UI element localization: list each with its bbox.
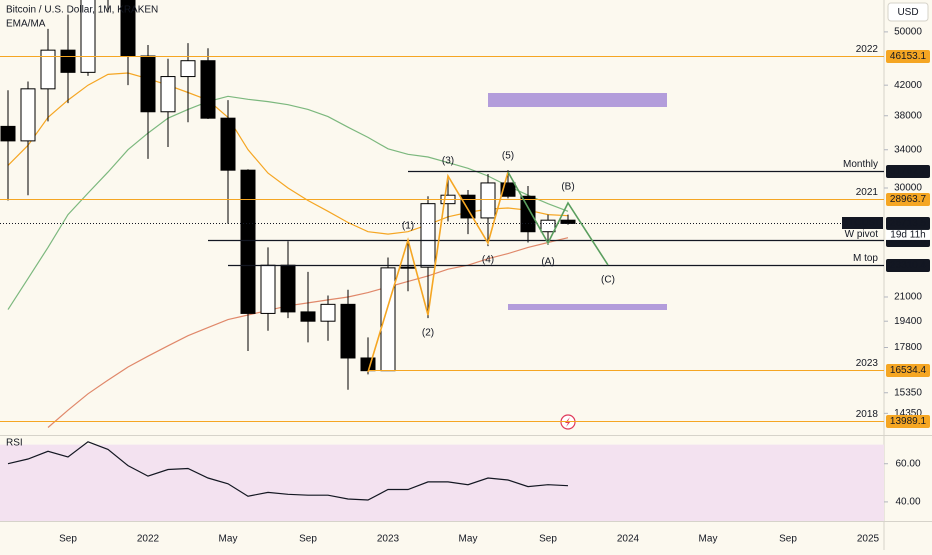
candle-body bbox=[480, 182, 496, 219]
y-tick-label: 38000 bbox=[894, 110, 922, 121]
level-tag bbox=[886, 259, 930, 272]
level-tag-label: 25331.8 bbox=[890, 235, 927, 246]
candle-body bbox=[140, 55, 156, 113]
candle-body bbox=[240, 169, 256, 314]
price-tag-label: 26713.5 bbox=[890, 218, 927, 229]
level-label: 2022 bbox=[856, 44, 879, 55]
candle-body bbox=[400, 266, 416, 269]
candle-body bbox=[540, 219, 556, 233]
wave-label: (4) bbox=[482, 255, 494, 266]
level-tag bbox=[886, 50, 930, 63]
level-tag bbox=[886, 193, 930, 206]
y-tick-label: 14350 bbox=[894, 408, 922, 419]
y-tick-label: 50000 bbox=[894, 27, 922, 38]
wave-line bbox=[507, 171, 609, 266]
x-tick-label: Sep bbox=[299, 534, 317, 545]
x-tick-label: Sep bbox=[539, 534, 557, 545]
level-tag-label: 13989.1 bbox=[890, 416, 927, 427]
candle-body bbox=[40, 49, 56, 90]
y-tick-label: 17800 bbox=[894, 342, 922, 353]
zone-box bbox=[508, 304, 667, 310]
countdown-label: 19d 11h bbox=[890, 230, 925, 241]
level-tag-label: 16534.4 bbox=[890, 365, 927, 376]
candle-body bbox=[260, 264, 276, 314]
level-label: 2018 bbox=[856, 409, 879, 420]
x-tick-label: May bbox=[699, 534, 718, 545]
wave-label: (A) bbox=[541, 257, 554, 268]
x-tick-label: Sep bbox=[59, 534, 77, 545]
x-tick-label: May bbox=[459, 534, 478, 545]
rsi-band bbox=[0, 444, 884, 521]
ma-line bbox=[7, 95, 569, 310]
candle-body bbox=[280, 264, 296, 313]
candle-body bbox=[420, 203, 436, 268]
wave-label: (1) bbox=[402, 221, 414, 232]
candle-body bbox=[20, 88, 36, 142]
level-label: W pivot bbox=[845, 229, 879, 240]
x-tick-label: 2025 bbox=[857, 534, 880, 545]
candle-body bbox=[460, 194, 476, 219]
chart-title: Bitcoin / U.S. Dollar, 1M, KRAKEN bbox=[6, 5, 158, 16]
wave-label: (2) bbox=[422, 328, 434, 339]
candle-body bbox=[200, 60, 216, 119]
level-tag bbox=[886, 415, 930, 428]
level-tag-label: 46153.1 bbox=[890, 51, 927, 62]
y-tick-label: 30000 bbox=[894, 183, 922, 194]
currency-label[interactable]: USD bbox=[897, 7, 918, 18]
candle-body bbox=[320, 303, 336, 322]
rsi-title: RSI bbox=[6, 438, 23, 449]
rsi-pane bbox=[0, 441, 884, 521]
y-tick-label: 34000 bbox=[894, 144, 922, 155]
rsi-tick-label: 60.00 bbox=[895, 458, 920, 469]
candle-body bbox=[160, 76, 176, 113]
symbol-tag bbox=[842, 217, 883, 229]
candle-body bbox=[360, 357, 376, 372]
currency-button[interactable] bbox=[887, 2, 929, 22]
candle-body bbox=[80, 0, 96, 73]
y-tick-label: 42000 bbox=[894, 80, 922, 91]
level-label: 2023 bbox=[856, 358, 879, 369]
level-tag bbox=[886, 165, 930, 178]
y-tick-label: 15350 bbox=[894, 387, 922, 398]
level-label: Monthly bbox=[843, 159, 878, 170]
price-tag bbox=[886, 216, 930, 230]
candle-body bbox=[380, 267, 396, 372]
candle-body bbox=[340, 303, 356, 359]
wave-label: (3) bbox=[442, 156, 454, 167]
rsi-tick-label: 40.00 bbox=[895, 497, 920, 508]
level-tag-label: 28963.7 bbox=[890, 194, 927, 205]
candle-body bbox=[60, 49, 76, 73]
x-tick-label: 2023 bbox=[377, 534, 400, 545]
candle-body bbox=[180, 60, 196, 78]
rsi-line bbox=[7, 441, 569, 501]
candle-body bbox=[0, 125, 16, 142]
wave-label: (5) bbox=[502, 151, 514, 162]
level-tag-label: 23310.4 bbox=[890, 260, 927, 271]
candle-body bbox=[300, 311, 316, 322]
x-tick-label: 2024 bbox=[617, 534, 640, 545]
x-tick-label: Sep bbox=[779, 534, 797, 545]
symbol-label: BTCUSD bbox=[841, 218, 882, 229]
level-tag bbox=[886, 364, 930, 377]
y-tick-label: 19400 bbox=[894, 316, 922, 327]
wave-line bbox=[367, 171, 509, 373]
level-label: M top bbox=[853, 253, 878, 264]
level-label: 2021 bbox=[856, 187, 879, 198]
candle-body bbox=[520, 195, 536, 233]
x-tick-label: May bbox=[219, 534, 238, 545]
wave-label: (C) bbox=[601, 275, 615, 286]
zone-box bbox=[488, 93, 667, 107]
indicator-label: EMA/MA bbox=[6, 19, 46, 30]
x-tick-label: 2022 bbox=[137, 534, 160, 545]
axes: 50000 42000 38000 34000 30000 21000 19400 17800… bbox=[59, 27, 922, 545]
countdown-bg bbox=[886, 229, 930, 240]
y-tick-label: 21000 bbox=[894, 292, 922, 303]
price-pane bbox=[0, 0, 576, 428]
level-tag-label: 31762.7 bbox=[890, 166, 927, 177]
candle-body bbox=[220, 117, 236, 171]
wave-label: (B) bbox=[561, 182, 574, 193]
